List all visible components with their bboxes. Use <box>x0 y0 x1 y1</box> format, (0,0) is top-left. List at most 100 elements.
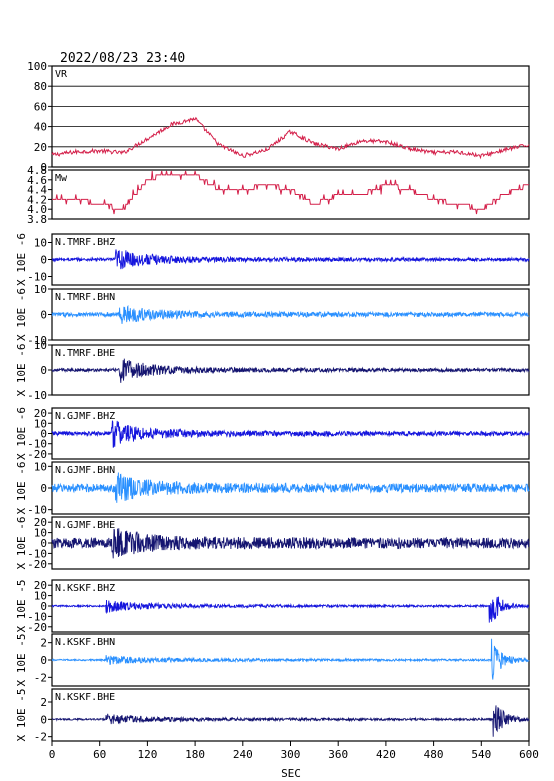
panel-vr: 100 80 60 40 20 0 VR <box>27 60 530 174</box>
y-tick-label: 20 <box>34 141 47 154</box>
panel-tmrf-bhe: 10 0 -10 N.TMRF.BHE X 10E -6 <box>15 339 530 402</box>
y-axis-label: X 10E -6 <box>15 344 28 397</box>
vr-line <box>51 116 530 160</box>
y-tick-label: 0 <box>40 254 47 267</box>
panel-label: N.GJMF.BHN <box>55 465 115 476</box>
y-tick-label: 10 <box>34 339 47 352</box>
y-tick-label: 0 <box>40 537 47 550</box>
y-tick-label: 0 <box>40 600 47 613</box>
x-tick-label: 360 <box>328 748 348 761</box>
x-tick-label: 60 <box>93 748 106 761</box>
panel-label: N.GJMF.BHE <box>55 520 115 531</box>
y-axis-label: X 10E -5 <box>15 580 28 633</box>
panel-label: VR <box>55 69 68 80</box>
y-tick-label: -20 <box>27 558 47 571</box>
tmrf-bhe-waveform <box>51 358 530 383</box>
y-tick-label: 10 <box>34 417 47 430</box>
y-tick-label: 10 <box>34 460 47 473</box>
y-tick-label: 4.0 <box>27 203 47 216</box>
panel-label: N.TMRF.BHE <box>55 348 115 359</box>
y-tick-label: 20 <box>34 407 47 420</box>
panel-gjmf-bhn: 10 0 -10 N.GJMF.BHN X 10E -6 <box>15 460 530 517</box>
y-tick-label: -20 <box>27 448 47 461</box>
y-tick-label: 0 <box>40 482 47 495</box>
x-axis-label: SEC <box>281 767 301 780</box>
panel-frame <box>51 688 530 742</box>
panel-label: N.KSKF.BHN <box>55 637 115 648</box>
tmrf-bhz-waveform <box>51 249 530 270</box>
y-tick-label: -2 <box>34 731 47 744</box>
y-tick-label: 80 <box>34 80 47 93</box>
y-tick-label: 100 <box>27 60 47 73</box>
y-tick-label: 40 <box>34 121 47 134</box>
y-axis-label: X 10E -6 <box>15 233 28 286</box>
y-tick-label: 0 <box>40 161 47 174</box>
y-tick-label: 4.4 <box>27 184 47 197</box>
y-tick-label: -20 <box>27 621 47 634</box>
y-tick-label: -10 <box>27 438 47 451</box>
panel-label: N.TMRF.BHN <box>55 292 115 303</box>
y-tick-label: 20 <box>34 516 47 529</box>
panel-tmrf-bhz: 10 0 -10 N.TMRF.BHZ X 10E -6 <box>15 233 530 286</box>
kskf-bhz-waveform <box>51 596 530 623</box>
y-tick-label: 3.8 <box>27 213 47 226</box>
y-tick-label: 4.8 <box>27 164 47 177</box>
panel-label: N.KSKF.BHZ <box>55 583 115 594</box>
panels-group: 100806040200VR4.84.64.44.24.03.8Mw100-10… <box>15 60 530 744</box>
y-tick-label: -10 <box>27 610 47 623</box>
y-tick-label: -10 <box>27 504 47 517</box>
panel-label: N.KSKF.BHE <box>55 692 115 703</box>
y-tick-label: 0 <box>40 713 47 726</box>
y-axis-label: X 10E -6 <box>15 462 28 515</box>
x-tick-label: 180 <box>185 748 205 761</box>
x-tick-label: 300 <box>281 748 301 761</box>
y-tick-label: -10 <box>27 389 47 402</box>
panel-label: N.TMRF.BHZ <box>55 237 115 248</box>
y-tick-label: -2 <box>34 671 47 684</box>
y-tick-label: 20 <box>34 579 47 592</box>
y-tick-label: -10 <box>27 334 47 347</box>
y-axis-label: X 10E -6 <box>15 517 28 570</box>
panel-tmrf-bhn: 10 0 -10 N.TMRF.BHN X 10E -6 <box>15 283 530 347</box>
y-axis-label: X 10E -6 <box>15 407 28 460</box>
gjmf-bhe-waveform <box>51 528 530 559</box>
panel-label: N.GJMF.BHZ <box>55 411 115 422</box>
y-tick-label: -10 <box>27 547 47 560</box>
y-tick-label: 0 <box>40 428 47 441</box>
x-tick-label: 0 <box>49 748 56 761</box>
panel-frame <box>51 169 530 220</box>
y-axis-label: X 10E -6 <box>15 288 28 341</box>
panel-label: Mw <box>55 173 68 184</box>
kskf-bhn-waveform <box>51 638 530 680</box>
gjmf-bhn-waveform <box>51 472 530 503</box>
y-tick-label: 2 <box>40 696 47 709</box>
kskf-bhe-waveform <box>52 705 530 737</box>
figure-datetime: 2022/08/23 23:40 <box>60 51 185 66</box>
y-tick-label: 0 <box>40 654 47 667</box>
x-tick-label: 420 <box>376 748 396 761</box>
y-tick-label: -10 <box>27 271 47 284</box>
y-tick-label: 10 <box>34 283 47 296</box>
x-tick-label: 240 <box>233 748 253 761</box>
x-tick-label: 480 <box>424 748 444 761</box>
mw-line <box>52 170 529 215</box>
y-tick-label: 10 <box>34 237 47 250</box>
y-tick-label: 0 <box>40 364 47 377</box>
x-tick-label: 120 <box>137 748 157 761</box>
y-tick-label: 4.6 <box>27 174 47 187</box>
panel-kskf-bhe: 2 0 -2 N.KSKF.BHE X 10E -5 <box>15 688 530 744</box>
y-tick-label: 0 <box>40 309 47 322</box>
x-axis: 0 60 120 180 240 300 360 420 480 540 600 <box>49 741 539 761</box>
y-tick-label: 4.2 <box>27 193 47 206</box>
y-axis-label: X 10E -5 <box>15 689 28 742</box>
y-axis-label: X 10E -5 <box>15 634 28 687</box>
panel-frame <box>51 65 530 168</box>
panel-kskf-bhn: 2 0 -2 N.KSKF.BHN X 10E -5 <box>15 633 530 687</box>
y-tick-label: 10 <box>34 527 47 540</box>
x-tick-label: 600 <box>519 748 539 761</box>
tmrf-bhn-waveform <box>51 304 530 324</box>
